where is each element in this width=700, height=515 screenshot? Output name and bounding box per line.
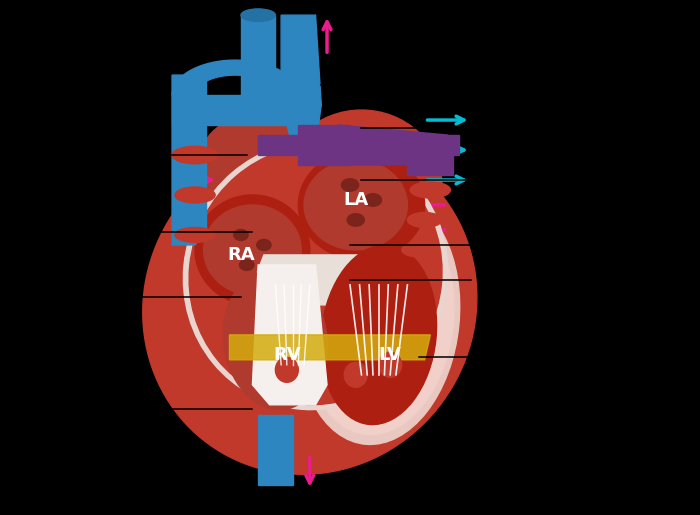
Ellipse shape: [298, 150, 425, 260]
Ellipse shape: [143, 135, 477, 474]
Text: Mitral valve: Mitral valve: [482, 272, 584, 287]
Text: Left ventricle: Left ventricle: [482, 350, 597, 365]
Ellipse shape: [175, 228, 215, 243]
Ellipse shape: [175, 187, 215, 203]
Polygon shape: [339, 125, 447, 165]
Polygon shape: [407, 135, 459, 155]
Text: Pulmonary: Pulmonary: [482, 173, 574, 187]
Text: Pulmonary: Pulmonary: [482, 120, 574, 135]
Ellipse shape: [189, 145, 442, 405]
Polygon shape: [253, 265, 327, 405]
Polygon shape: [253, 255, 390, 305]
Ellipse shape: [304, 205, 454, 435]
Ellipse shape: [365, 194, 382, 206]
Polygon shape: [241, 15, 275, 95]
Text: Aortic valve: Aortic valve: [482, 237, 584, 252]
Ellipse shape: [223, 270, 328, 409]
Ellipse shape: [347, 214, 365, 226]
Polygon shape: [407, 155, 454, 175]
Ellipse shape: [281, 110, 442, 260]
Ellipse shape: [257, 239, 271, 250]
Ellipse shape: [275, 357, 298, 382]
Ellipse shape: [298, 195, 460, 444]
Ellipse shape: [195, 195, 310, 305]
Polygon shape: [258, 415, 293, 485]
Ellipse shape: [234, 230, 248, 241]
Text: y valve: y valve: [53, 225, 115, 240]
Ellipse shape: [410, 182, 451, 198]
Text: d valve: d valve: [52, 290, 115, 305]
Text: RV: RV: [273, 346, 301, 364]
Ellipse shape: [195, 115, 310, 235]
Text: LV: LV: [379, 346, 402, 364]
Ellipse shape: [241, 9, 275, 22]
Ellipse shape: [204, 205, 301, 295]
Ellipse shape: [239, 260, 254, 270]
Polygon shape: [172, 60, 298, 95]
Polygon shape: [281, 15, 321, 145]
Ellipse shape: [344, 363, 368, 387]
Ellipse shape: [172, 146, 218, 164]
Text: Superior: Superior: [41, 147, 115, 163]
Ellipse shape: [304, 160, 407, 250]
Ellipse shape: [379, 352, 402, 377]
Ellipse shape: [342, 179, 358, 191]
Polygon shape: [298, 125, 350, 165]
Polygon shape: [230, 335, 430, 360]
Ellipse shape: [402, 243, 436, 257]
Text: LA: LA: [343, 191, 368, 209]
Ellipse shape: [321, 245, 437, 424]
Polygon shape: [172, 75, 206, 245]
Polygon shape: [172, 95, 287, 125]
Ellipse shape: [241, 140, 425, 320]
Ellipse shape: [407, 213, 442, 228]
Text: RA: RA: [227, 246, 255, 264]
Polygon shape: [258, 135, 310, 155]
Text: Aorta: Aorta: [482, 78, 529, 93]
Ellipse shape: [183, 140, 448, 409]
Text: Inferior: Inferior: [50, 401, 115, 416]
